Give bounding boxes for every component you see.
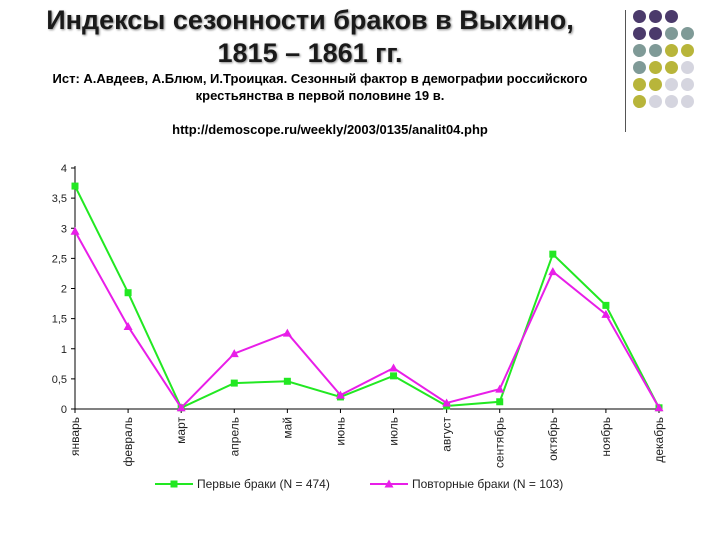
data-point [124, 289, 132, 297]
data-point [602, 301, 610, 309]
decor-dot [665, 27, 678, 40]
data-point [70, 226, 80, 235]
x-tick-label: декабрь [652, 417, 666, 463]
x-tick-label: апрель [227, 417, 241, 456]
x-tick-label: июнь [333, 417, 347, 446]
data-point [230, 379, 238, 387]
source-url: http://demoscope.ru/weekly/2003/0135/ana… [172, 122, 488, 137]
series-line-1 [74, 185, 660, 410]
x-tick-label: май [280, 417, 294, 439]
decor-dot [681, 78, 694, 91]
data-point [282, 328, 292, 337]
decor-dot [633, 78, 646, 91]
decor-dot [665, 44, 678, 57]
y-tick-label: 3,5 [52, 193, 67, 205]
decor-dot [633, 10, 646, 23]
x-tick-label: октябрь [546, 417, 560, 461]
data-point [390, 372, 398, 380]
decor-dot [649, 44, 662, 57]
decor-dot [681, 44, 694, 57]
x-tick-label: сентябрь [493, 417, 507, 468]
y-tick-label: 2,5 [52, 253, 67, 265]
data-point [495, 384, 505, 393]
legend-label: Первые браки (N = 474) [197, 477, 330, 491]
data-point [442, 398, 452, 407]
data-point [496, 398, 504, 406]
source-line-2: крестьянства в первой половине 19 в. [195, 88, 445, 103]
decor-dot [649, 95, 662, 108]
x-tick-label: февраль [121, 417, 135, 467]
decor-dot [649, 78, 662, 91]
seasonality-chart: 0 0,5 1 1,5 2 2,5 3 3,5 4 январь февраль март апрель… [52, 163, 666, 491]
legend-marker [170, 480, 178, 488]
y-tick-label: 3 [61, 223, 67, 235]
decor-dot [665, 78, 678, 91]
decor-dot [665, 10, 678, 23]
decor-dot [633, 95, 646, 108]
decor-dot [681, 95, 694, 108]
data-point [229, 349, 239, 358]
title-line-1: Индексы сезонности браков в Выхино, [46, 5, 574, 35]
data-point [71, 182, 79, 190]
x-tick-label: ноябрь [599, 417, 613, 457]
decor-dot [633, 61, 646, 74]
decor-dot [633, 27, 646, 40]
x-tick-label: март [174, 417, 188, 444]
decor-divider [625, 10, 626, 132]
data-point [389, 363, 399, 372]
data-point [601, 309, 611, 318]
x-tick-label: июль [387, 417, 401, 446]
title-line-2: 1815 – 1861 гг. [217, 38, 403, 68]
series-line-2 [74, 230, 660, 410]
source-citation: Ист: А.Авдеев, А.Блюм, И.Троицкая. Сезон… [30, 70, 610, 104]
y-tick-label: 0,5 [52, 374, 67, 386]
legend-marker [384, 479, 394, 488]
y-tick-label: 1,5 [52, 314, 67, 326]
data-point [176, 403, 186, 412]
data-point [549, 250, 557, 258]
decor-dot [649, 10, 662, 23]
decor-dot [649, 27, 662, 40]
data-point [123, 321, 133, 330]
decor-dot [633, 44, 646, 57]
decor-dot [665, 95, 678, 108]
decor-dot [649, 61, 662, 74]
y-tick-label: 2 [61, 284, 67, 296]
data-point [335, 390, 345, 399]
y-tick-label: 1 [61, 344, 67, 356]
decor-dot [681, 27, 694, 40]
x-tick-label: август [440, 417, 454, 452]
source-line-1: Ист: А.Авдеев, А.Блюм, И.Троицкая. Сезон… [52, 71, 588, 86]
decor-dot [681, 61, 694, 74]
data-point [548, 267, 558, 276]
legend-label: Повторные браки (N = 103) [412, 477, 563, 491]
data-point [654, 403, 664, 412]
y-tick-label: 4 [61, 163, 67, 175]
decor-dot [665, 61, 678, 74]
data-point [283, 377, 291, 385]
page-title: Индексы сезонности браков в Выхино, 1815… [20, 4, 600, 70]
x-tick-label: январь [68, 417, 82, 456]
y-tick-label: 0 [61, 404, 67, 416]
